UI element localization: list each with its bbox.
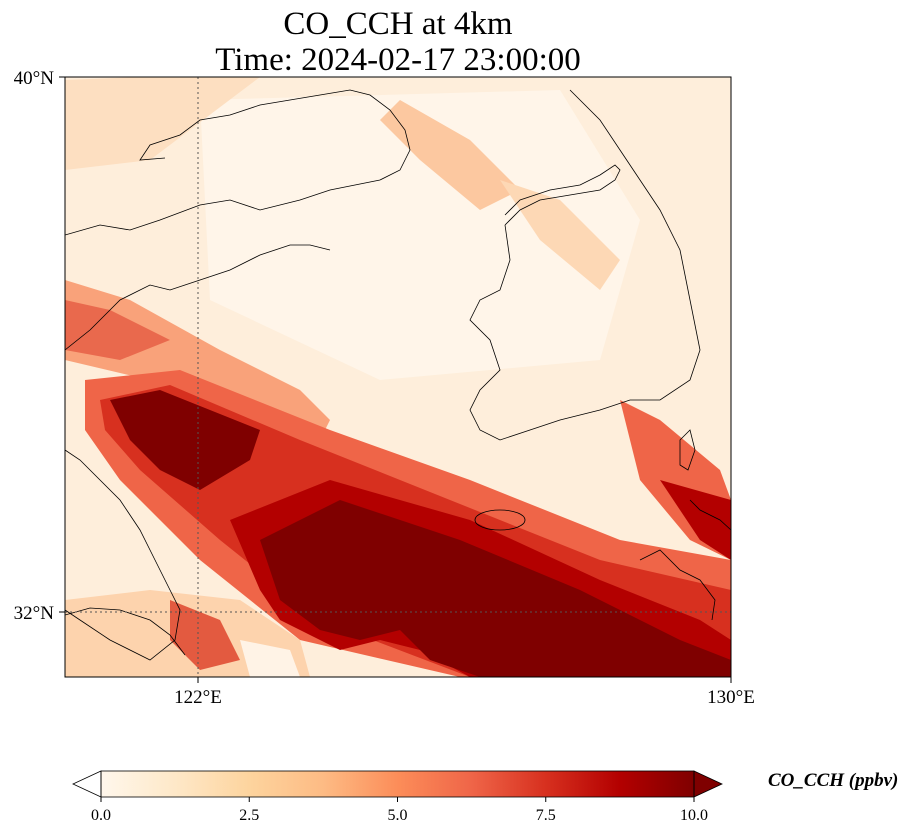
lat-tick-label: 32°N — [14, 603, 55, 624]
axis-ticks — [59, 76, 732, 683]
colorbar-body — [101, 771, 694, 797]
colorbar-tick-label: 0.0 — [91, 807, 111, 824]
lon-tick-label: 130°E — [707, 687, 755, 708]
colorbar-max-extension — [693, 770, 723, 798]
colorbar: 0.0 2.5 5.0 7.5 10.0 — [72, 770, 723, 824]
colorbar-tick-label: 10.0 — [680, 807, 708, 824]
map-title-line2: Time: 2024-02-17 23:00:00 — [215, 42, 581, 78]
coastlines — [65, 89, 731, 661]
colorbar-ticks: 0.0 2.5 5.0 7.5 10.0 — [91, 797, 708, 824]
map-frame — [64, 76, 732, 678]
lat-tick-label: 40°N — [14, 68, 55, 89]
colorbar-tick-label: 7.5 — [536, 807, 556, 824]
gridlines — [65, 77, 731, 677]
concentration-field — [65, 77, 731, 677]
lon-tick-label: 122°E — [174, 687, 222, 708]
colorbar-min-extension — [72, 770, 102, 798]
colorbar-title: CO_CCH (ppbv) — [768, 770, 899, 791]
colorbar-tick-label: 2.5 — [239, 807, 259, 824]
map-title-line1: CO_CCH at 4km — [283, 6, 513, 42]
colorbar-tick-label: 5.0 — [388, 807, 408, 824]
